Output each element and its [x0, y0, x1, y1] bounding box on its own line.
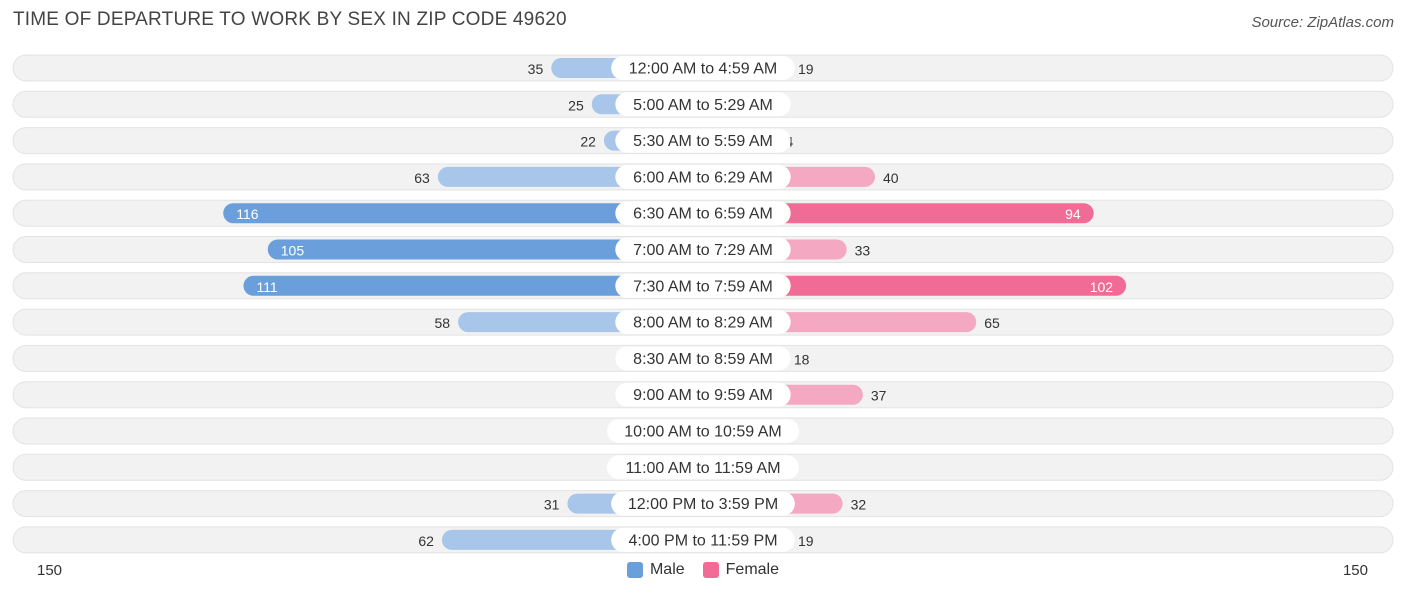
category-label-bg	[615, 237, 791, 262]
axis-left-label: 150	[37, 562, 63, 579]
bar-female	[703, 275, 1127, 296]
category-label: 12:00 PM to 3:59 PM	[628, 496, 778, 513]
category-label: 7:30 AM to 7:59 AM	[633, 278, 773, 295]
category-label-bg	[611, 491, 795, 516]
value-label-female: 94	[1065, 206, 1081, 222]
category-label-bg	[615, 382, 791, 407]
source-note: Source: ZipAtlas.com	[1251, 14, 1394, 31]
value-label-female: 65	[984, 315, 1000, 331]
value-label-male: 105	[281, 243, 305, 259]
category-label: 4:00 PM to 11:59 PM	[628, 532, 777, 549]
category-label: 10:00 AM to 10:59 AM	[624, 424, 781, 441]
category-label-bg	[611, 527, 795, 552]
bar-male	[267, 239, 703, 260]
value-label-male: 25	[568, 97, 584, 113]
category-label: 9:00 AM to 9:59 AM	[633, 387, 773, 404]
legend-swatch-female	[702, 562, 719, 578]
value-label-female: 37	[871, 388, 887, 404]
value-label-female: 18	[794, 351, 810, 367]
value-label-male: 116	[236, 206, 259, 222]
category-label: 8:30 AM to 8:59 AM	[633, 351, 773, 368]
legend-label-male: Male	[649, 561, 685, 578]
value-label-female: 40	[883, 170, 899, 186]
value-label-female: 102	[1090, 279, 1114, 295]
category-label-bg	[611, 56, 795, 80]
value-label-male: 35	[528, 61, 544, 77]
category-label-bg	[607, 455, 799, 480]
value-label-female: 33	[855, 243, 871, 259]
category-label: 11:00 AM to 11:59 AM	[625, 460, 780, 477]
legend-swatch-male	[626, 562, 643, 578]
value-label-male: 58	[435, 315, 451, 331]
category-label: 6:30 AM to 6:59 AM	[633, 206, 773, 223]
category-label: 6:00 AM to 6:29 AM	[633, 169, 773, 186]
bar-female	[703, 203, 1094, 224]
category-label-bg	[615, 128, 791, 153]
legend-item-female: Female	[702, 561, 780, 579]
value-label-male: 22	[580, 134, 596, 150]
value-label-female: 19	[798, 533, 814, 549]
legend-label-female: Female	[725, 561, 780, 578]
category-label-bg	[615, 346, 791, 371]
bar-male	[243, 275, 703, 296]
category-label-bg	[615, 310, 791, 335]
value-label-male: 31	[544, 497, 560, 513]
axis-right-label: 150	[1342, 562, 1368, 579]
category-label-bg	[615, 92, 791, 117]
category-label: 5:30 AM to 5:59 AM	[633, 133, 773, 150]
legend-item-male: Male	[626, 561, 685, 579]
category-label: 7:00 AM to 7:29 AM	[633, 242, 773, 259]
category-label-bg	[615, 273, 791, 298]
category-label: 5:00 AM to 5:29 AM	[633, 97, 773, 114]
category-label: 8:00 AM to 8:29 AM	[633, 315, 773, 332]
bar-male	[223, 203, 703, 224]
category-label-bg	[607, 419, 799, 443]
legend: Male Female	[0, 561, 1406, 579]
value-label-female: 19	[798, 61, 814, 77]
category-label-bg	[615, 201, 791, 226]
value-label-male: 111	[256, 279, 277, 295]
value-label-male: 63	[414, 170, 430, 186]
value-label-female: 32	[851, 497, 867, 513]
category-label-bg	[615, 164, 791, 189]
value-label-male: 62	[418, 533, 434, 549]
category-label: 12:00 AM to 4:59 AM	[629, 61, 778, 78]
chart-title: TIME OF DEPARTURE TO WORK BY SEX IN ZIP …	[13, 9, 567, 30]
